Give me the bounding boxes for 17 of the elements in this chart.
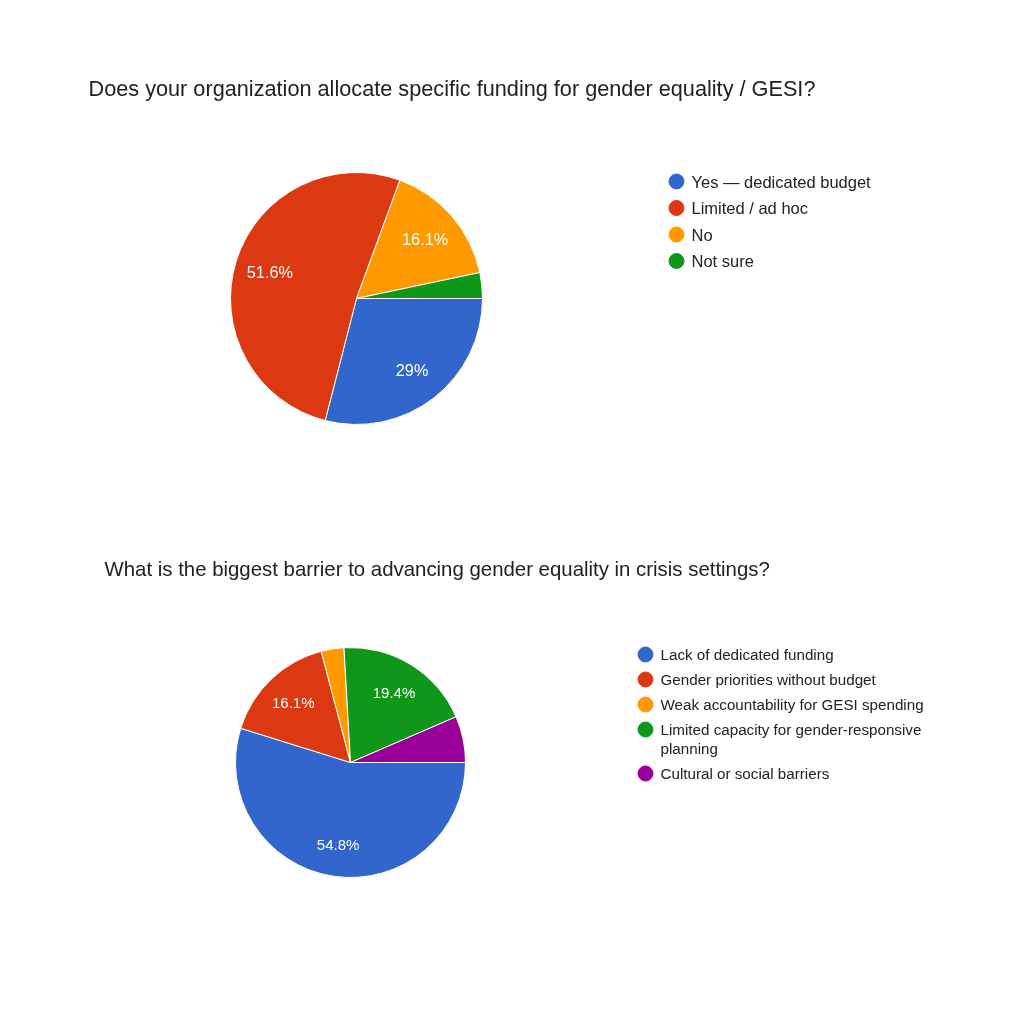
chart-title: What is the biggest barrier to advancing gender equality in crisis settings?: [104, 557, 770, 580]
legend-label: Gender priorities without budget: [660, 671, 877, 688]
chart-title: Does your organization allocate specific funding for gender equality / GESI?: [88, 76, 816, 101]
legend-label: Limited / ad hoc: [691, 199, 808, 217]
data-label: 54.8%: [316, 835, 360, 853]
legend-label: Not sure: [691, 252, 754, 270]
data-label: 16.1%: [402, 230, 449, 249]
data-label: 16.1%: [271, 694, 315, 712]
data-label: 19.4%: [372, 683, 416, 701]
legend-label: Yes — dedicated budget: [691, 172, 872, 191]
legend-label: Cultural or social barriers: [660, 765, 830, 782]
legend-label: Weak accountability for GESI spending: [660, 696, 924, 713]
legend-label: Limited capacity for gender-responsive planning: [660, 721, 922, 757]
legend-label: No: [691, 225, 713, 244]
data-label: 51.6%: [246, 262, 293, 281]
legend-label: Lack of dedicated funding: [660, 646, 834, 663]
data-label: 29%: [395, 361, 429, 380]
